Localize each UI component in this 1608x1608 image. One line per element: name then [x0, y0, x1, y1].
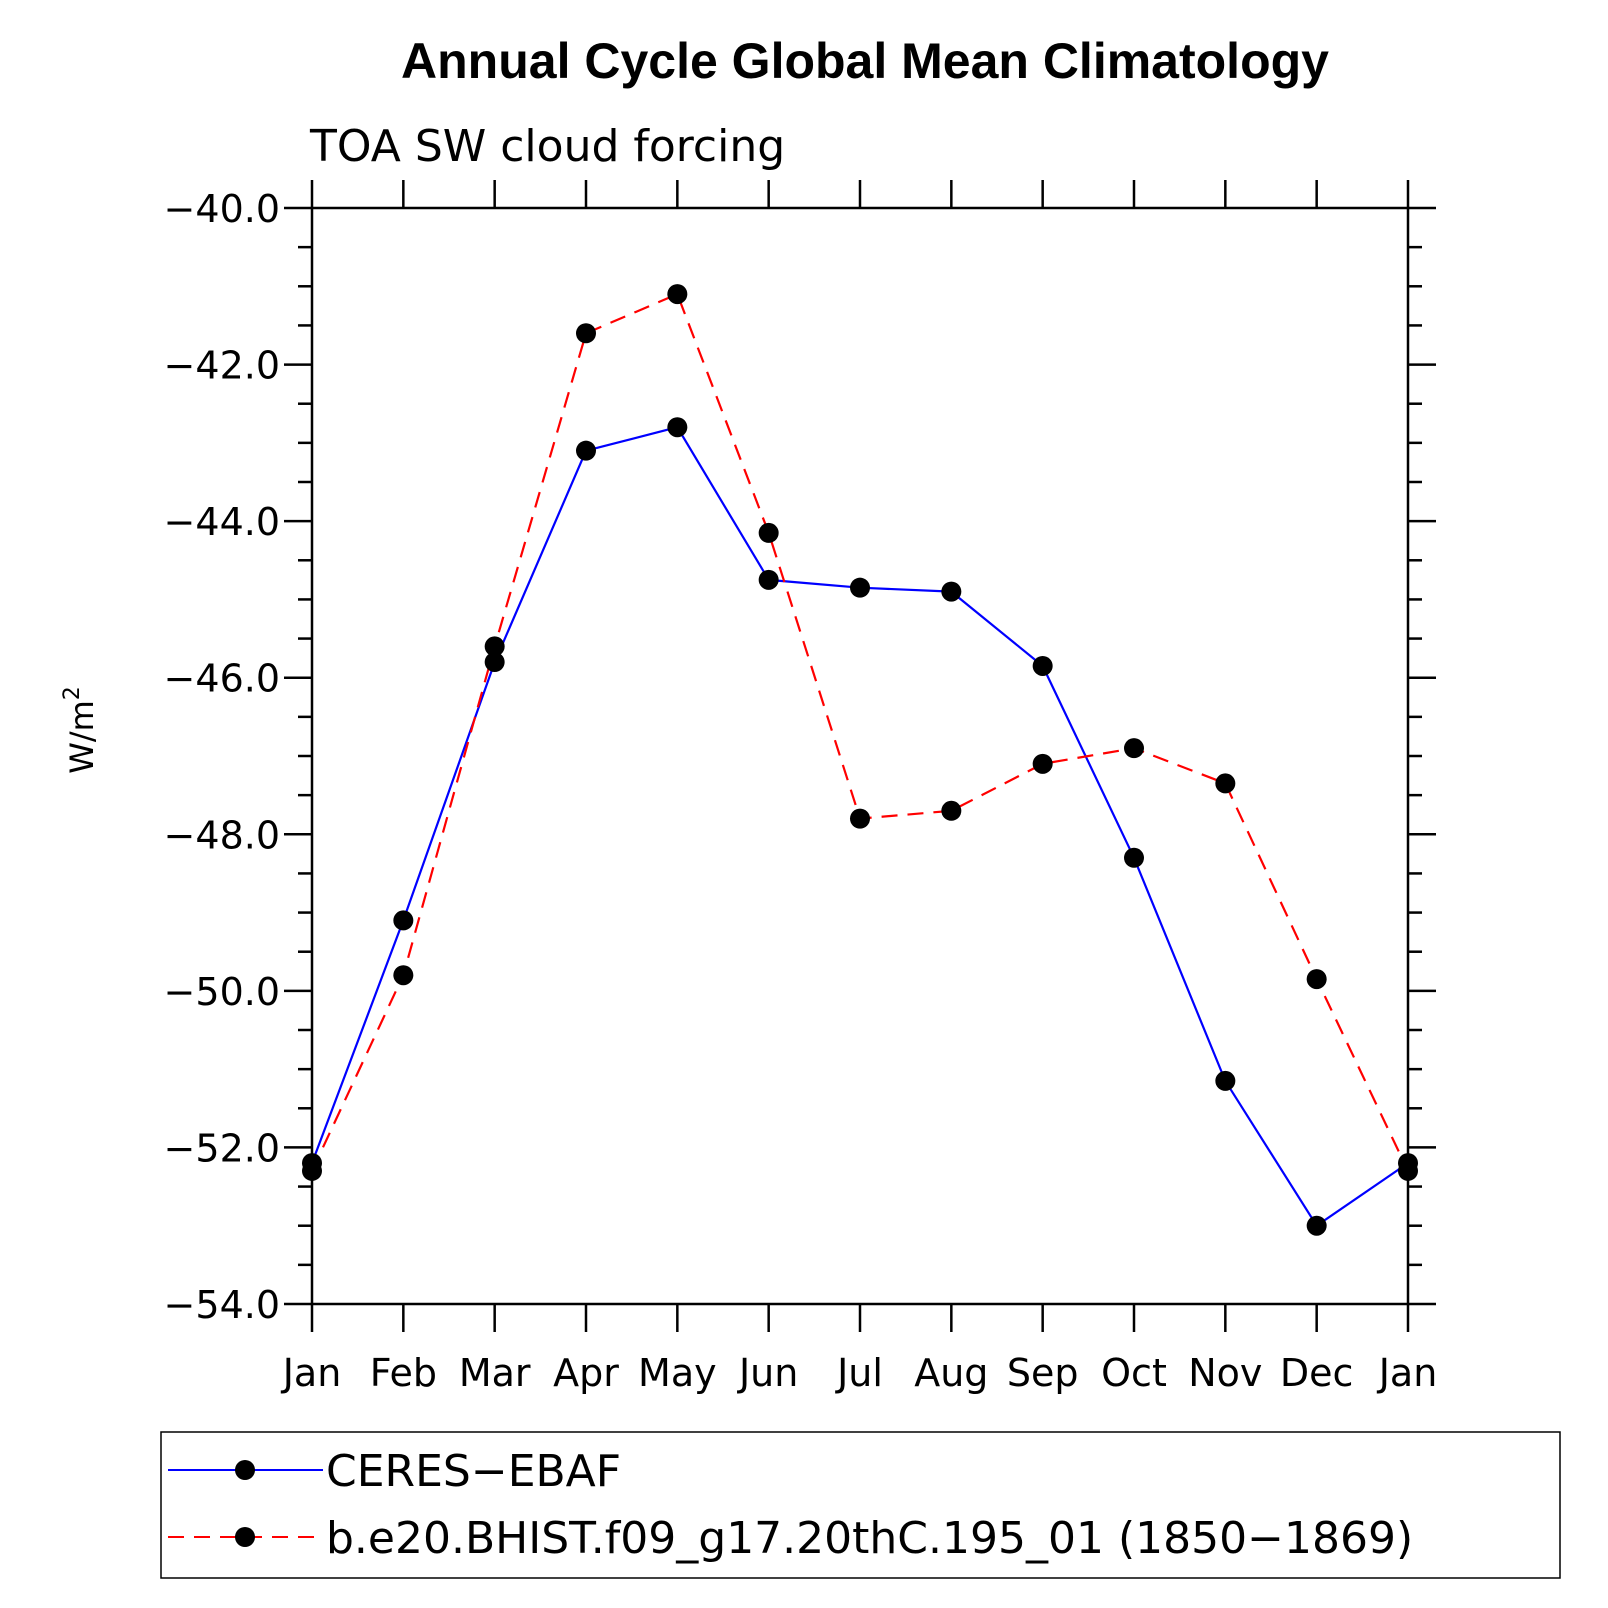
- y-axis-title-superscript: 2: [60, 686, 85, 700]
- y-tick-label: −42.0: [164, 344, 280, 388]
- series-0-point: [1215, 1070, 1236, 1091]
- x-tick-label: Sep: [1007, 1351, 1079, 1395]
- series-1-point: [393, 965, 414, 986]
- axis-ticks: [284, 180, 1436, 1332]
- series-1-point: [667, 284, 688, 305]
- y-tick-label: −40.0: [164, 187, 280, 231]
- x-tick-label: Aug: [914, 1351, 988, 1395]
- plot-frame: [310, 206, 1410, 1306]
- y-axis-title-text: W/m: [63, 700, 101, 774]
- series-0-point: [758, 569, 779, 590]
- x-tick-labels: Jan Feb Mar Apr May Jun Jul Aug Sep Oct Nov Dec Jan: [281, 1351, 1438, 1395]
- series-0-point: [667, 417, 688, 438]
- series-1-point: [302, 1160, 322, 1181]
- legend-marker-model: [235, 1527, 255, 1547]
- y-tick-label: −54.0: [164, 1283, 280, 1327]
- series-1-point: [941, 800, 962, 821]
- y-tick-label: −50.0: [164, 970, 280, 1014]
- series-0-point: [576, 440, 596, 461]
- x-tick-label: Nov: [1188, 1351, 1262, 1395]
- series-0-point: [393, 910, 414, 931]
- series-0-point: [484, 652, 505, 673]
- legend: CERES−EBAF b.e20.BHIST.f09_g17.20thC.195…: [160, 1431, 1561, 1579]
- legend-label-ceres: CERES−EBAF: [326, 1446, 621, 1497]
- legend-label-model: b.e20.BHIST.f09_g17.20thC.195_01 (1850−1…: [326, 1513, 1413, 1564]
- x-tick-label: May: [638, 1351, 717, 1395]
- x-tick-label: Dec: [1280, 1351, 1354, 1395]
- legend-marker-ceres: [235, 1460, 255, 1480]
- y-tick-label: −52.0: [164, 1126, 280, 1170]
- x-tick-label: Jun: [737, 1351, 798, 1395]
- x-tick-label: Apr: [553, 1351, 619, 1395]
- legend-box: [160, 1431, 1561, 1579]
- series-0-point: [941, 581, 962, 602]
- y-tick-label: −44.0: [164, 500, 280, 544]
- series-1-point: [1032, 753, 1053, 774]
- series-1-point: [1124, 738, 1144, 759]
- x-tick-label: Oct: [1101, 1351, 1167, 1395]
- series-0-point: [1306, 1215, 1327, 1236]
- chart-title: Annual Cycle Global Mean Climatology: [401, 33, 1329, 89]
- y-tick-label: −46.0: [164, 657, 280, 701]
- y-tick-labels: −40.0 −42.0 −44.0 −46.0 −48.0 −50.0 −52.0 −54.0: [164, 187, 280, 1327]
- series-1-point: [1306, 969, 1327, 990]
- series-1-point: [758, 522, 779, 543]
- series-0-point: [1124, 847, 1144, 868]
- svg-text:W/m2: W/m2: [60, 686, 101, 774]
- series-0-point: [850, 577, 870, 598]
- series-1-point: [576, 323, 596, 344]
- x-tick-label: Mar: [459, 1351, 531, 1395]
- x-tick-label: Jan: [281, 1351, 342, 1395]
- series-1-point: [850, 808, 870, 829]
- series-1-point: [1398, 1160, 1418, 1181]
- series-1-point: [484, 636, 505, 657]
- y-tick-label: −48.0: [164, 813, 280, 857]
- series-1-point: [1215, 773, 1236, 794]
- x-tick-label: Jul: [835, 1351, 883, 1395]
- series-0-point: [1032, 655, 1053, 676]
- y-axis-title: W/m2: [60, 686, 101, 774]
- x-tick-label: Feb: [370, 1351, 437, 1395]
- chart-subtitle: TOA SW cloud forcing: [309, 121, 785, 172]
- series-line-1: [311, 292, 1409, 1172]
- x-tick-label: Jan: [1377, 1351, 1438, 1395]
- series-layer: [302, 284, 1418, 1236]
